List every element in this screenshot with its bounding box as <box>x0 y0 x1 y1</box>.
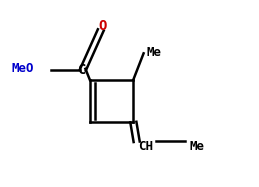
Text: O: O <box>98 19 107 33</box>
Text: MeO: MeO <box>12 62 34 75</box>
Text: C: C <box>78 63 86 77</box>
Text: Me: Me <box>190 140 205 153</box>
Text: Me: Me <box>146 47 161 59</box>
Text: CH: CH <box>139 140 154 153</box>
